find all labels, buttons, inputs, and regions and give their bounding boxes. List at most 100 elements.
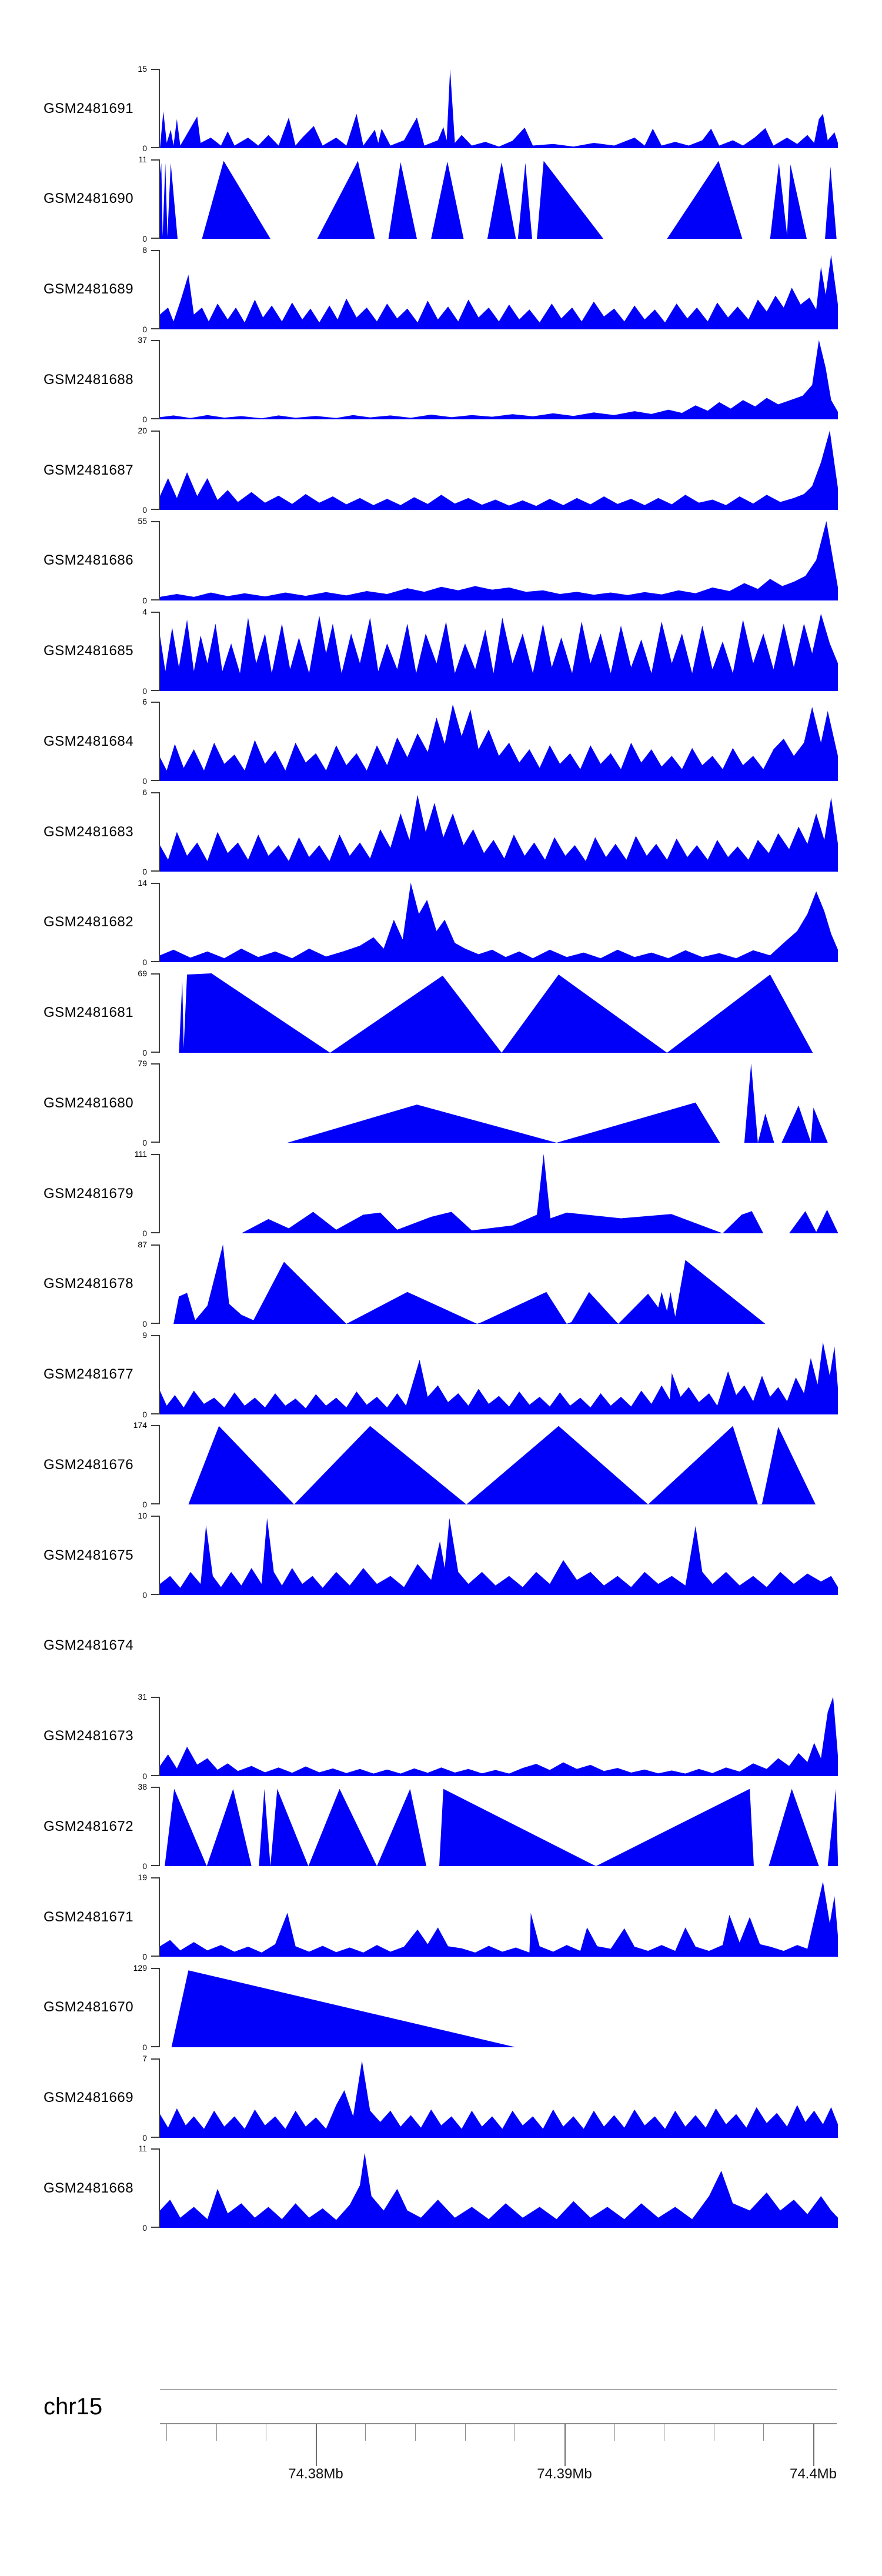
y-axis-zero-label: 0 xyxy=(142,1952,147,1961)
y-axis-line xyxy=(159,1425,160,1505)
y-axis-zero-label: 0 xyxy=(142,1500,147,1510)
y-axis-zero-label: 0 xyxy=(142,1590,147,1600)
y-axis-tick xyxy=(151,1334,159,1336)
track-row: GSM2481672 38 0 xyxy=(0,1782,882,1871)
y-axis-line xyxy=(159,1154,160,1233)
track-label: GSM2481682 xyxy=(44,914,134,930)
y-axis-zero-label: 0 xyxy=(142,1771,147,1781)
track-label: GSM2481668 xyxy=(44,2180,134,2196)
y-axis-zero-label: 0 xyxy=(142,2133,147,2143)
y-axis-line xyxy=(159,1967,160,2047)
y-axis-tick xyxy=(151,1425,159,1427)
coverage-area-chart xyxy=(160,1154,838,1233)
coverage-area-chart xyxy=(160,792,838,872)
coverage-area-chart xyxy=(160,973,838,1053)
y-axis-max-label: 111 xyxy=(134,1149,147,1159)
y-axis-zero-label: 0 xyxy=(142,776,147,786)
y-axis-line xyxy=(159,973,160,1053)
y-axis-max-label: 37 xyxy=(138,335,147,345)
y-axis-line xyxy=(159,2058,160,2138)
y-axis-tick xyxy=(151,1503,159,1505)
ruler-minor-tick xyxy=(365,2424,366,2441)
track-label: GSM2481684 xyxy=(44,733,134,749)
track-label: GSM2481673 xyxy=(44,1728,134,1744)
y-axis-max-label: 11 xyxy=(138,2144,147,2154)
y-axis-tick xyxy=(151,159,159,161)
track-label: GSM2481685 xyxy=(44,643,134,659)
y-axis-max-label: 6 xyxy=(142,697,147,707)
track-row: GSM2481676 174 0 xyxy=(0,1420,882,1509)
y-axis-line xyxy=(159,1787,160,1867)
y-axis-max-label: 15 xyxy=(138,64,147,74)
coverage-area-chart xyxy=(160,1696,838,1776)
y-axis-tick xyxy=(151,1787,159,1788)
y-axis-zero-label: 0 xyxy=(142,2042,147,2052)
y-axis-zero-label: 0 xyxy=(142,686,147,696)
y-axis-max-label: 14 xyxy=(138,877,147,887)
y-axis-zero-label: 0 xyxy=(142,144,147,153)
y-axis-tick xyxy=(151,520,159,522)
coverage-area-chart xyxy=(160,2058,838,2138)
y-axis-tick xyxy=(151,1877,159,1878)
y-axis-tick xyxy=(151,509,159,510)
y-axis-zero-label: 0 xyxy=(142,505,147,515)
y-axis-line xyxy=(159,520,160,600)
ruler-minor-tick xyxy=(514,2424,516,2441)
y-axis-tick xyxy=(151,328,159,329)
y-axis-tick xyxy=(151,249,159,251)
y-axis-zero-label: 0 xyxy=(142,324,147,334)
coverage-area-chart xyxy=(160,1425,838,1505)
y-axis-line xyxy=(159,1516,160,1595)
y-axis-max-label: 55 xyxy=(138,516,147,526)
ruler-minor-tick xyxy=(763,2424,764,2441)
y-axis-max-label: 19 xyxy=(138,1873,147,1882)
y-axis-line xyxy=(159,1696,160,1776)
ruler-minor-tick xyxy=(216,2424,217,2441)
y-axis-tick xyxy=(151,1696,159,1698)
y-axis-max-label: 9 xyxy=(142,1330,147,1340)
y-axis-line xyxy=(159,1877,160,1957)
track-row: GSM2481684 6 0 xyxy=(0,697,882,786)
ruler-major-tick xyxy=(564,2424,566,2466)
ruler-minor-tick xyxy=(614,2424,615,2441)
y-axis-tick xyxy=(151,1413,159,1414)
y-axis-line xyxy=(159,1063,160,1143)
y-axis-zero-label: 0 xyxy=(142,867,147,876)
y-axis-line xyxy=(159,249,160,329)
track-row: GSM2481690 11 0 xyxy=(0,155,882,243)
y-axis-tick xyxy=(151,1865,159,1867)
coverage-area-chart xyxy=(160,1877,838,1957)
track-row: GSM2481678 87 0 xyxy=(0,1240,882,1329)
track-label: GSM2481676 xyxy=(44,1456,134,1473)
y-axis-tick xyxy=(151,2148,159,2150)
track-label: GSM2481689 xyxy=(44,281,134,297)
ruler-tick-label: 74.39Mb xyxy=(537,2466,592,2482)
y-axis-tick xyxy=(151,1967,159,1969)
y-axis-tick xyxy=(151,1063,159,1065)
y-axis-tick xyxy=(151,1142,159,1143)
y-axis-line xyxy=(159,611,160,691)
coverage-area-chart xyxy=(160,520,838,600)
y-axis-tick xyxy=(151,689,159,691)
y-axis-tick xyxy=(151,237,159,239)
coverage-area-chart xyxy=(160,1516,838,1595)
coverage-area-chart xyxy=(160,250,838,329)
y-axis-max-label: 69 xyxy=(138,968,147,978)
y-axis-tick xyxy=(151,1232,159,1233)
y-axis-zero-label: 0 xyxy=(142,957,147,967)
y-axis-line xyxy=(159,1244,160,1324)
track-row: GSM2481669 7 0 xyxy=(0,2054,882,2143)
y-axis-tick xyxy=(151,1154,159,1155)
y-axis-zero-label: 0 xyxy=(142,1861,147,1871)
y-axis-max-label: 4 xyxy=(142,606,147,616)
ruler-major-tick xyxy=(315,2424,317,2466)
y-axis-zero-label: 0 xyxy=(142,233,147,243)
track-row: GSM2481673 31 0 xyxy=(0,1692,882,1781)
y-axis-tick xyxy=(151,2058,159,2060)
track-label: GSM2481680 xyxy=(44,1095,134,1111)
track-label: GSM2481674 xyxy=(44,1637,134,1654)
y-axis-line xyxy=(159,1334,160,1414)
track-row: GSM2481685 4 0 xyxy=(0,607,882,696)
y-axis-max-label: 8 xyxy=(142,245,147,255)
track-label: GSM2481681 xyxy=(44,1005,134,1020)
